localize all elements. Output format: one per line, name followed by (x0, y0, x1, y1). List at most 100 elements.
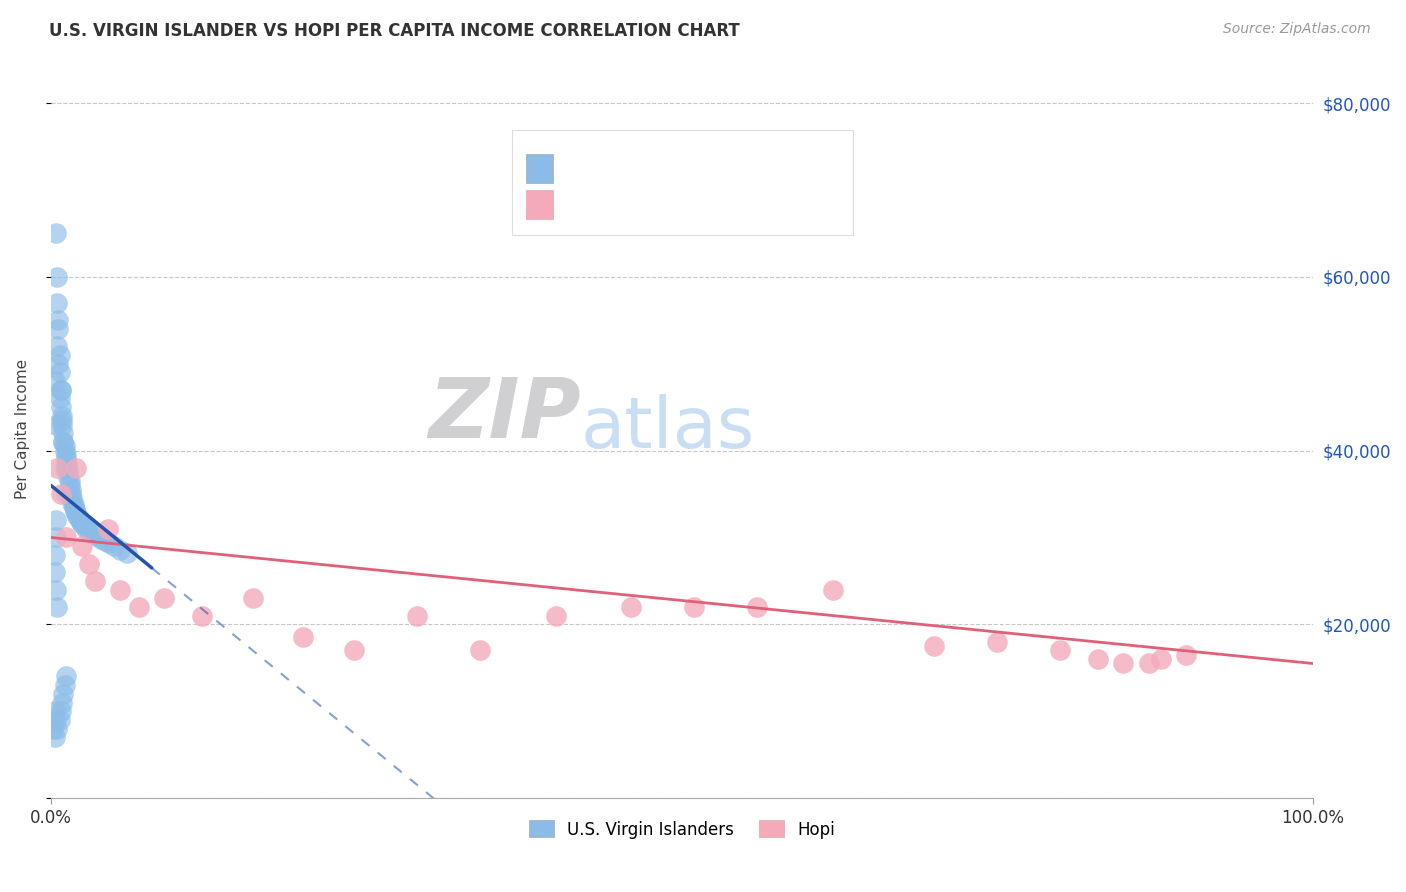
Point (128, 599, 150, 614)
Point (72, 539, 94, 553)
Point (97, 522, 120, 536)
Point (44, 731, 66, 745)
Point (45, 417, 67, 432)
Text: 76: 76 (682, 153, 703, 170)
Point (63, 502, 86, 516)
Point (48, 313, 70, 327)
Text: Source: ZipAtlas.com: Source: ZipAtlas.com (1223, 22, 1371, 37)
Point (48, 392, 70, 406)
Point (70, 515, 93, 529)
Point (103, 539, 125, 553)
Text: 30: 30 (682, 199, 703, 217)
Point (53, 443, 76, 458)
Point (683, 599, 706, 614)
Point (51, 413, 73, 427)
Point (986, 634, 1008, 648)
Point (292, 631, 315, 645)
Point (45, 227, 67, 241)
Point (44, 704, 66, 718)
Point (46, 461, 69, 475)
Point (343, 643, 366, 657)
Point (46, 269, 69, 284)
Point (72, 516, 94, 531)
Point (55, 487, 77, 501)
Point (53, 461, 76, 475)
Point (55, 669, 77, 683)
Point (60, 483, 83, 497)
Point (75, 522, 97, 536)
Point (90, 533, 112, 547)
Point (42, 722, 65, 736)
Point (191, 608, 214, 623)
Y-axis label: Per Capita Income: Per Capita Income (15, 359, 30, 499)
Point (60, 496, 83, 510)
Point (44, 566, 66, 580)
Point (58, 465, 80, 479)
Point (62, 498, 84, 512)
Text: ZIP: ZIP (429, 374, 581, 455)
Point (46, 296, 69, 310)
Point (59, 474, 82, 488)
Point (65, 461, 87, 475)
Text: R =: R = (561, 153, 596, 170)
Point (48, 365, 70, 379)
Point (52, 426, 75, 441)
Point (922, 639, 945, 653)
Point (60, 491, 83, 506)
Point (48, 713, 70, 727)
Point (48, 322, 70, 336)
Point (115, 546, 138, 560)
Text: N =: N = (648, 199, 695, 217)
Text: U.S. VIRGIN ISLANDER VS HOPI PER CAPITA INCOME CORRELATION CHART: U.S. VIRGIN ISLANDER VS HOPI PER CAPITA … (49, 22, 740, 40)
Point (1137, 657, 1160, 671)
Point (66, 508, 89, 523)
Point (1112, 657, 1135, 671)
Point (94, 533, 117, 548)
Point (52, 434, 75, 449)
Point (51, 417, 73, 432)
Point (45, 582, 67, 597)
Point (1049, 643, 1071, 657)
Point (97, 535, 120, 549)
Point (49, 487, 72, 501)
Point (45, 713, 67, 727)
Point (44, 548, 66, 562)
Point (80, 525, 103, 540)
Point (405, 608, 427, 623)
Point (747, 599, 769, 614)
Point (69, 513, 91, 527)
Point (84, 574, 107, 588)
Point (242, 591, 264, 606)
Text: atlas: atlas (581, 394, 755, 463)
Point (110, 542, 132, 557)
Point (72, 518, 94, 533)
Point (51, 696, 73, 710)
Point (58, 469, 80, 483)
Text: R =: R = (561, 199, 596, 217)
Point (67, 511, 90, 525)
Point (49, 704, 72, 718)
Point (1150, 652, 1173, 666)
Point (45, 531, 67, 545)
Point (153, 591, 176, 606)
Point (53, 678, 76, 692)
Point (51, 409, 73, 423)
Point (1087, 652, 1109, 666)
Point (823, 582, 845, 597)
Point (49, 383, 72, 397)
Point (63, 504, 86, 518)
Point (46, 339, 69, 353)
Legend: U.S. Virgin Islanders, Hopi: U.S. Virgin Islanders, Hopi (522, 814, 842, 846)
Point (46, 722, 69, 736)
Point (544, 608, 567, 623)
Point (52, 434, 75, 449)
Point (56, 461, 79, 475)
Point (77, 557, 100, 571)
Point (65, 506, 87, 520)
Point (48, 348, 70, 362)
Point (62, 500, 84, 514)
Point (55, 448, 77, 462)
Point (110, 582, 132, 597)
Point (55, 531, 77, 545)
Point (48, 357, 70, 371)
